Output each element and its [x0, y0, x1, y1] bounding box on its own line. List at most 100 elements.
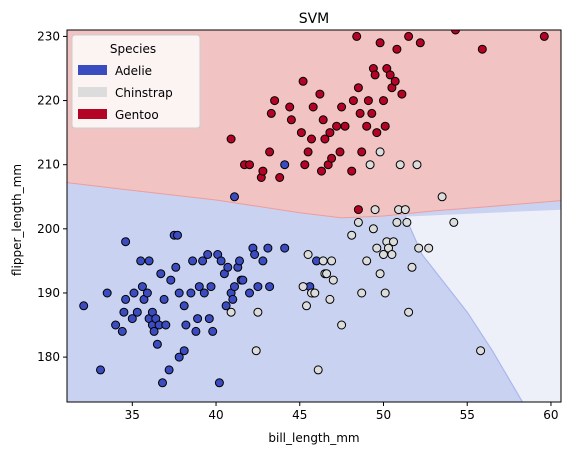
point-chinstrap [376, 148, 384, 156]
point-adelie [174, 231, 182, 239]
legend-label-gentoo: Gentoo [115, 108, 159, 122]
point-adelie [251, 251, 259, 259]
point-chinstrap [405, 308, 413, 316]
point-gentoo [373, 129, 381, 137]
point-gentoo [308, 135, 316, 143]
point-chinstrap [328, 257, 336, 265]
point-chinstrap [388, 251, 396, 259]
point-adelie [236, 257, 244, 265]
point-chinstrap [227, 308, 235, 316]
point-gentoo [259, 167, 267, 175]
point-adelie [175, 289, 183, 297]
point-adelie [281, 244, 289, 252]
x-tick-label: 60 [543, 408, 558, 422]
point-gentoo [286, 103, 294, 111]
point-chinstrap [413, 161, 421, 169]
point-adelie [182, 321, 190, 329]
point-adelie [239, 276, 247, 284]
point-gentoo [297, 129, 305, 137]
point-adelie [80, 302, 88, 310]
point-gentoo [380, 97, 388, 105]
point-chinstrap [401, 206, 409, 214]
point-chinstrap [326, 295, 334, 303]
point-chinstrap [369, 225, 377, 233]
point-chinstrap [415, 244, 423, 252]
point-chinstrap [354, 218, 362, 226]
point-adelie [266, 283, 274, 291]
y-tick-label: 200 [37, 222, 60, 236]
point-adelie [224, 263, 232, 271]
point-chinstrap [329, 276, 337, 284]
point-adelie [130, 289, 138, 297]
point-gentoo [376, 39, 384, 47]
point-chinstrap [299, 283, 307, 291]
point-adelie [200, 289, 208, 297]
point-adelie [120, 308, 128, 316]
point-gentoo [354, 206, 362, 214]
legend-label-adelie: Adelie [115, 64, 152, 78]
point-chinstrap [323, 270, 331, 278]
point-gentoo [540, 32, 548, 40]
chart-title: SVM [299, 11, 330, 27]
point-adelie [205, 315, 213, 323]
point-chinstrap [311, 289, 319, 297]
point-adelie [160, 295, 168, 303]
point-gentoo [398, 90, 406, 98]
legend-swatch-gentoo [78, 109, 107, 119]
point-adelie [209, 327, 217, 335]
point-chinstrap [314, 366, 322, 374]
point-gentoo [328, 154, 336, 162]
point-gentoo [319, 116, 327, 124]
point-gentoo [246, 161, 254, 169]
point-gentoo [316, 90, 324, 98]
point-gentoo [416, 39, 424, 47]
y-axis-title: flipper_length_mm [10, 164, 24, 276]
point-adelie [145, 257, 153, 265]
point-chinstrap [254, 308, 262, 316]
point-gentoo [276, 174, 284, 182]
point-adelie [153, 340, 161, 348]
point-chinstrap [477, 347, 485, 355]
x-tick-label: 55 [460, 408, 475, 422]
point-gentoo [333, 122, 341, 130]
point-adelie [215, 379, 223, 387]
point-adelie [231, 283, 239, 291]
point-gentoo [348, 167, 356, 175]
point-gentoo [266, 148, 274, 156]
point-adelie [281, 161, 289, 169]
y-tick-label: 220 [37, 94, 60, 108]
point-gentoo [287, 116, 295, 124]
legend-swatch-chinstrap [78, 87, 107, 97]
point-adelie [165, 366, 173, 374]
point-gentoo [405, 32, 413, 40]
legend-title: Species [110, 42, 156, 56]
point-adelie [137, 257, 145, 265]
point-chinstrap [348, 231, 356, 239]
legend-swatch-adelie [78, 65, 107, 75]
point-gentoo [336, 148, 344, 156]
x-tick-label: 45 [292, 408, 307, 422]
point-gentoo [371, 71, 379, 79]
point-chinstrap [425, 244, 433, 252]
point-gentoo [318, 167, 326, 175]
legend: Species Adelie Chinstrap Gentoo [72, 35, 200, 128]
point-adelie [162, 321, 170, 329]
point-gentoo [338, 103, 346, 111]
point-adelie [118, 327, 126, 335]
point-chinstrap [403, 218, 411, 226]
point-gentoo [271, 97, 279, 105]
point-gentoo [391, 77, 399, 85]
legend-label-chinstrap: Chinstrap [115, 86, 173, 100]
point-chinstrap [438, 193, 446, 201]
point-chinstrap [371, 206, 379, 214]
point-gentoo [363, 122, 371, 130]
point-gentoo [381, 122, 389, 130]
point-gentoo [299, 77, 307, 85]
point-gentoo [267, 109, 275, 117]
point-adelie [112, 321, 120, 329]
point-chinstrap [408, 263, 416, 271]
point-gentoo [353, 32, 361, 40]
point-adelie [177, 404, 185, 412]
x-tick-label: 40 [208, 408, 223, 422]
point-adelie [229, 295, 237, 303]
